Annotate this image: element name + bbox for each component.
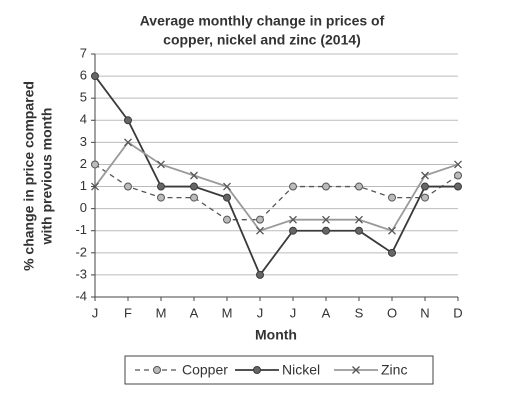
data-point <box>223 215 231 224</box>
data-point <box>421 193 429 202</box>
data-point <box>322 182 330 191</box>
data-point <box>223 182 231 191</box>
legend-marker <box>253 366 261 374</box>
y-tick-label: 2 <box>80 156 87 171</box>
data-point <box>124 182 132 191</box>
data-point <box>223 193 231 202</box>
data-point <box>256 270 264 279</box>
y-tick-label: -1 <box>75 222 87 237</box>
data-point <box>190 193 198 202</box>
x-tick-label: J <box>257 305 264 320</box>
y-tick-label: 5 <box>80 90 87 105</box>
legend-label: Copper <box>182 362 228 378</box>
data-point <box>421 171 429 180</box>
y-tick-label: 4 <box>80 112 87 127</box>
y-axis-title-line: % change in price compared <box>21 81 37 271</box>
y-tick-label: -2 <box>75 244 87 259</box>
data-point <box>454 171 462 180</box>
data-point <box>355 226 363 235</box>
x-tick-label: S <box>355 305 364 320</box>
x-tick-label: D <box>453 305 462 320</box>
legend-label: Zinc <box>381 362 407 378</box>
x-tick-label: J <box>92 305 99 320</box>
data-point <box>157 160 165 169</box>
y-tick-label: -4 <box>75 288 87 303</box>
data-point <box>388 226 396 235</box>
x-tick-label: F <box>124 305 132 320</box>
data-point <box>190 182 198 191</box>
series-line <box>94 75 458 277</box>
data-point <box>256 215 264 224</box>
data-point <box>91 72 99 81</box>
x-tick-label: O <box>387 305 397 320</box>
series-line <box>94 163 459 221</box>
data-point <box>388 248 396 257</box>
y-tick-label: 1 <box>80 178 87 193</box>
series-line <box>94 141 459 232</box>
y-axis-title-line: with previous month <box>39 108 55 246</box>
data-point <box>289 215 297 224</box>
data-point <box>355 182 363 191</box>
data-point <box>157 182 165 191</box>
data-point <box>124 116 132 125</box>
legend-label: Nickel <box>282 362 320 378</box>
y-tick-label: 0 <box>80 200 87 215</box>
x-tick-label: M <box>222 305 233 320</box>
data-point <box>124 138 132 147</box>
data-point <box>355 215 363 224</box>
data-point <box>454 182 462 191</box>
x-tick-label: J <box>290 305 297 320</box>
data-point <box>421 182 429 191</box>
legend-box <box>124 355 434 385</box>
data-point <box>322 226 330 235</box>
data-point <box>190 171 198 180</box>
legend-marker <box>352 366 360 374</box>
data-point <box>91 160 99 169</box>
data-point <box>289 226 297 235</box>
data-point <box>454 160 462 169</box>
y-tick-label: 7 <box>80 45 87 60</box>
data-point <box>157 193 165 202</box>
x-tick-label: M <box>156 305 167 320</box>
x-axis-title: Month <box>255 327 297 343</box>
data-point <box>388 193 396 202</box>
data-point <box>91 182 99 191</box>
x-tick-label: A <box>190 305 199 320</box>
data-point <box>289 182 297 191</box>
x-tick-label: A <box>322 305 331 320</box>
legend-marker <box>153 366 161 374</box>
x-tick-label: N <box>420 305 429 320</box>
y-tick-label: 6 <box>80 68 87 83</box>
chart-title: Average monthly change in prices of <box>140 13 385 29</box>
data-point <box>322 215 330 224</box>
y-tick-label: 3 <box>80 134 87 149</box>
y-tick-label: -3 <box>75 266 87 281</box>
chart-title: copper, nickel and zinc (2014) <box>163 32 361 48</box>
y-axis-title: % change in price compared with previous… <box>21 81 55 271</box>
data-point <box>256 226 264 235</box>
